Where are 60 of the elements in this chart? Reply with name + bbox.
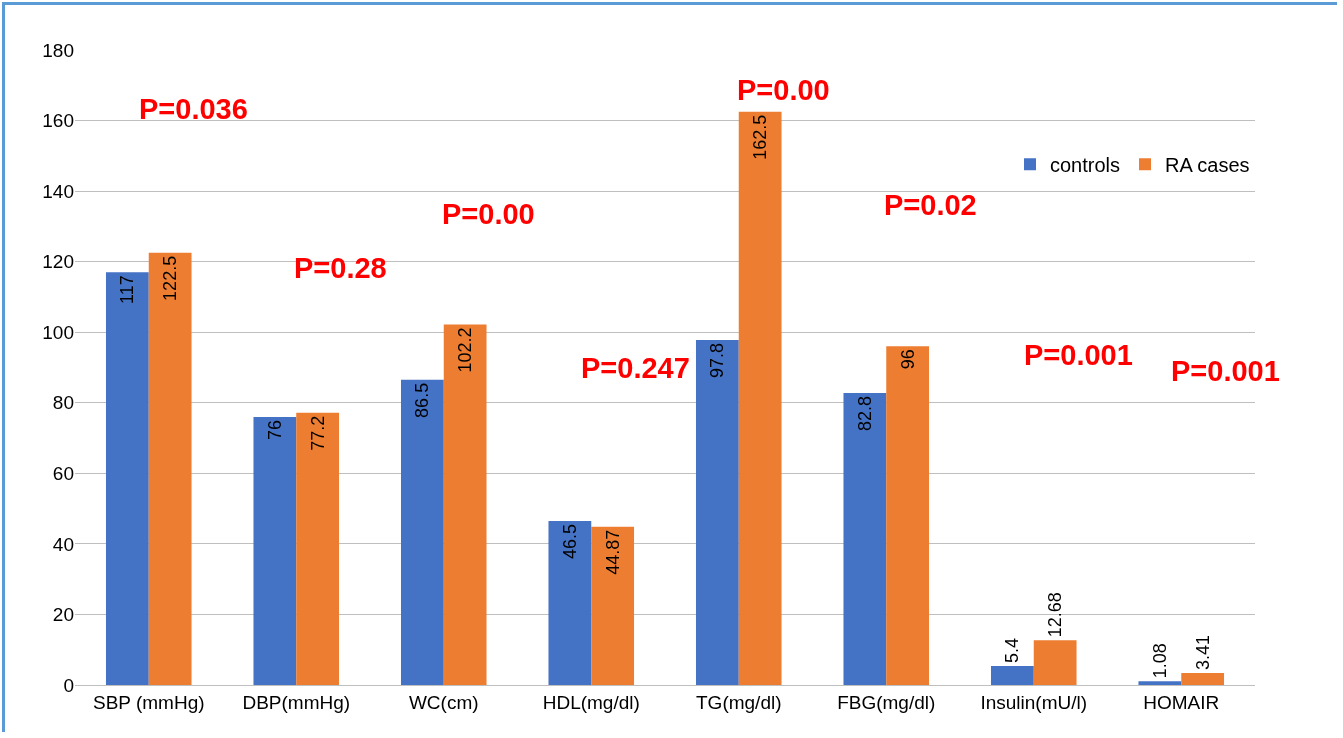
bar — [400, 379, 444, 685]
legend-label: RA cases — [1165, 154, 1250, 177]
x-tick-label: WC(cm) — [408, 691, 479, 713]
annotation: P=0.02 — [884, 189, 977, 221]
annotation: P=0.001 — [1024, 339, 1133, 371]
annotation: P=0.247 — [581, 352, 690, 384]
bar — [443, 324, 487, 685]
data-label: 1.08 — [1149, 643, 1170, 679]
y-tick-label: 40 — [52, 533, 74, 555]
data-label: 86.5 — [412, 382, 433, 418]
y-tick-label: 60 — [52, 462, 74, 484]
bar — [1033, 640, 1077, 685]
y-tick-label: 20 — [52, 604, 74, 626]
y-tick-label: 140 — [42, 180, 74, 202]
x-tick-label: DBP(mmHg) — [242, 691, 351, 713]
data-label: 96 — [897, 349, 918, 370]
bar — [548, 520, 592, 685]
data-label: 76 — [264, 419, 285, 440]
x-tick-label: TG(mg/dl) — [696, 691, 782, 713]
bar — [886, 346, 930, 685]
bar — [253, 416, 297, 685]
y-tick-label: 120 — [42, 251, 74, 273]
x-tick-label: HOMAIR — [1143, 691, 1220, 713]
x-tick-label: HDL(mg/dl) — [542, 691, 640, 713]
bar — [695, 339, 739, 685]
annotation: P=0.036 — [139, 93, 248, 125]
data-label: 44.87 — [602, 529, 623, 575]
bar — [990, 665, 1034, 685]
annotation: P=0.001 — [1171, 355, 1280, 387]
y-tick-label: 100 — [42, 321, 74, 343]
x-tick-label: Insulin(mU/l) — [980, 691, 1088, 713]
y-tick-label: 0 — [63, 674, 74, 696]
bar — [591, 526, 635, 685]
y-tick-label: 80 — [52, 392, 74, 414]
data-label: 122.5 — [160, 255, 181, 301]
annotation: P=0.28 — [294, 252, 387, 284]
annotation: P=0.00 — [442, 198, 535, 230]
data-label: 3.41 — [1192, 634, 1213, 670]
y-tick-label: 160 — [42, 110, 74, 132]
legend-label: controls — [1050, 154, 1121, 177]
x-tick-label: SBP (mmHg) — [92, 691, 205, 713]
y-tick-label: 180 — [42, 39, 74, 61]
bar — [1181, 672, 1225, 685]
bar — [738, 111, 782, 685]
data-label: 117 — [117, 275, 138, 304]
data-label: 162.5 — [750, 114, 771, 160]
annotation: P=0.00 — [737, 74, 830, 106]
data-label: 46.5 — [559, 523, 580, 560]
bar — [1138, 681, 1182, 685]
data-label: 97.8 — [707, 342, 728, 379]
data-label: 82.8 — [854, 395, 875, 431]
data-label: 77.2 — [307, 415, 328, 451]
bar — [148, 252, 192, 685]
bar — [843, 392, 887, 685]
x-tick-label: FBG(mg/dl) — [837, 691, 936, 713]
data-label: 5.4 — [1002, 637, 1023, 663]
data-label: 12.68 — [1045, 592, 1066, 638]
data-label: 102.2 — [455, 327, 476, 373]
bar — [296, 412, 340, 685]
bar — [105, 272, 149, 685]
